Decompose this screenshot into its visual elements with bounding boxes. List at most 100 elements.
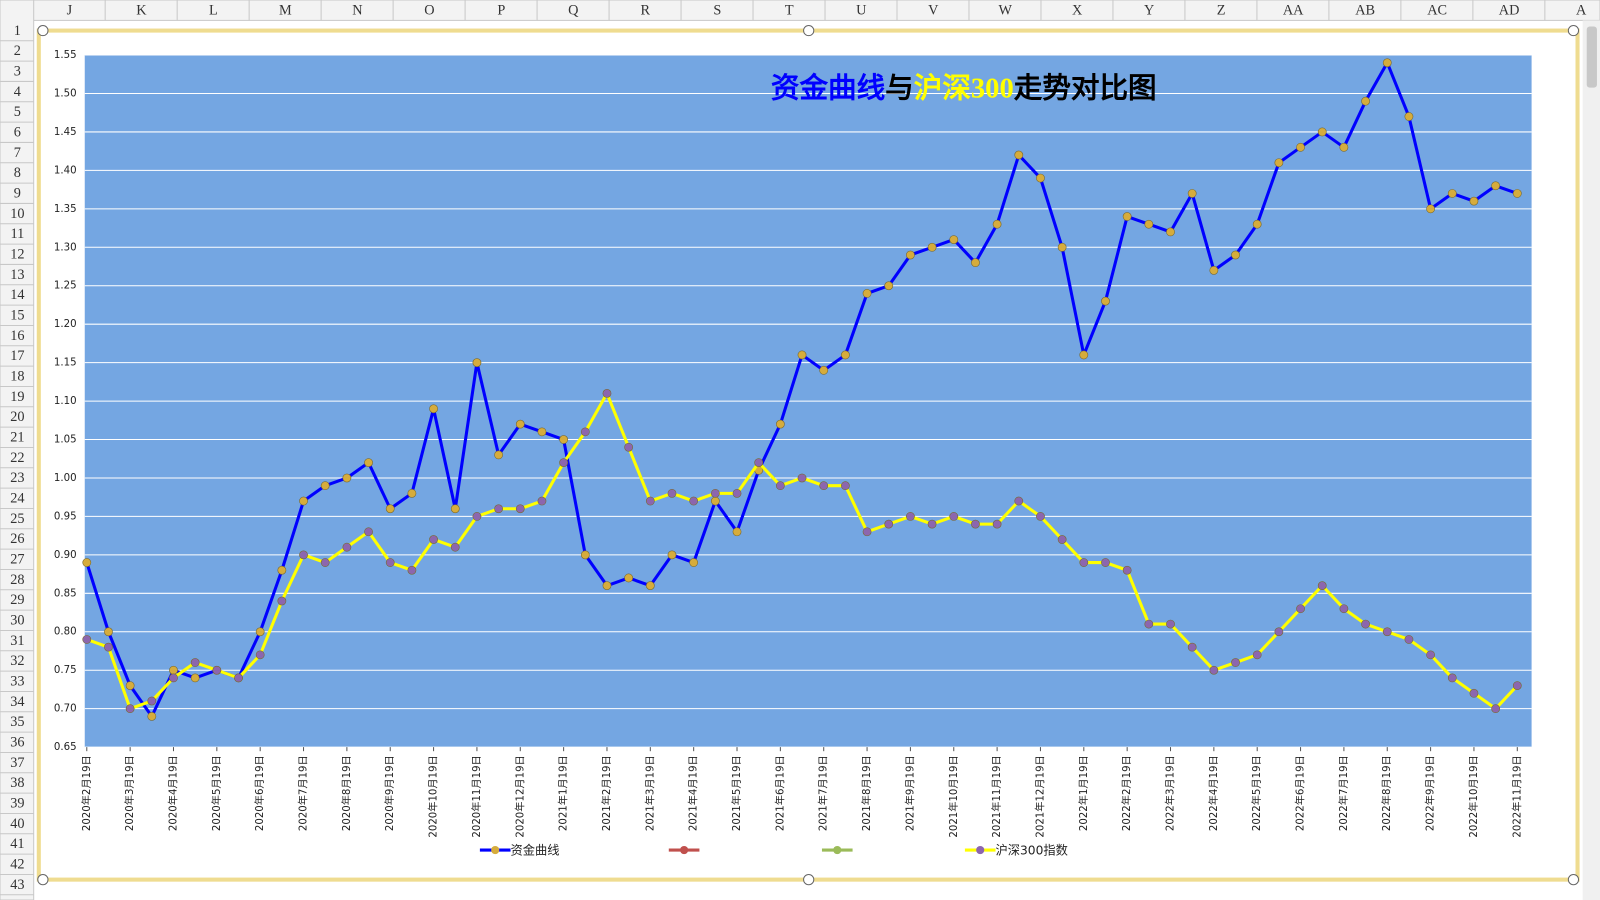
data-point [342, 542, 352, 552]
data-point [169, 673, 178, 683]
data-point [1274, 627, 1284, 637]
column-header: O [424, 3, 434, 19]
row-header: 33 [10, 674, 24, 690]
column-header: P [497, 3, 505, 19]
row-header: 18 [10, 369, 24, 385]
handle[interactable] [803, 24, 815, 37]
data-point [971, 258, 980, 268]
row-header: 43 [10, 877, 24, 893]
data-point [277, 596, 287, 606]
data-point [385, 558, 395, 567]
row-header: 1 [14, 23, 21, 39]
data-point [689, 558, 699, 567]
data-point [1296, 604, 1305, 614]
x-tick-label: 2020年2月19日 [80, 755, 93, 831]
row-header: 9 [14, 186, 21, 202]
data-point [992, 219, 1002, 229]
row-header: 11 [10, 226, 24, 242]
scrollbar[interactable] [1582, 20, 1600, 900]
data-point [537, 427, 547, 437]
y-tick-label: 0.95 [54, 511, 77, 522]
data-point [104, 642, 113, 652]
data-point [494, 504, 503, 514]
row-header: 27 [10, 552, 24, 568]
x-tick-label: 2021年4月19日 [687, 755, 700, 831]
handle[interactable] [37, 874, 49, 886]
legend-blank-entry [668, 845, 700, 855]
column-header: J [67, 3, 73, 19]
x-tick-label: 2020年11月19日 [470, 755, 483, 837]
row-header: 37 [10, 755, 24, 771]
row-header: 3 [14, 64, 21, 80]
data-point [1187, 642, 1197, 652]
data-point [320, 558, 330, 567]
data-point [775, 419, 785, 429]
column-header: N [352, 3, 362, 19]
data-point [1339, 604, 1349, 614]
row-header: 42 [10, 857, 24, 873]
x-tick-label: 2021年6月19日 [773, 755, 786, 831]
x-tick-label: 2022年2月19日 [1120, 755, 1133, 831]
title-part: 走势对比图 [1014, 72, 1157, 104]
data-point [906, 512, 915, 521]
column-header: AA [1283, 3, 1304, 19]
data-point [1187, 189, 1197, 198]
data-point [1166, 227, 1175, 237]
legend-entry: 资金曲线 [479, 843, 560, 858]
x-tick-label: 2021年10月19日 [947, 755, 960, 837]
data-point [1447, 189, 1457, 198]
data-point [862, 289, 872, 298]
data-point [1122, 565, 1132, 575]
column-header: Q [568, 3, 579, 19]
data-point [732, 488, 742, 498]
scroll-thumb[interactable] [1586, 26, 1597, 88]
data-point [1361, 96, 1370, 106]
data-point [147, 696, 157, 706]
data-point [82, 635, 92, 644]
data-point [1491, 704, 1501, 714]
data-point [1166, 619, 1175, 629]
data-point [255, 627, 265, 637]
x-tick-label: 2021年3月19日 [643, 755, 656, 831]
y-tick-label: 1.05 [54, 435, 77, 446]
handle[interactable] [37, 24, 49, 37]
handle[interactable] [1567, 874, 1580, 886]
data-point [732, 527, 742, 537]
data-point [1296, 142, 1305, 152]
row-header: 21 [10, 430, 24, 446]
x-tick-label: 2020年6月19日 [253, 755, 266, 831]
data-point [125, 704, 135, 714]
plot [82, 58, 1522, 721]
row-header: 5 [14, 104, 21, 120]
x-tick-label: 2022年10月19日 [1467, 755, 1480, 837]
handle[interactable] [1567, 24, 1580, 37]
data-point [1101, 296, 1110, 306]
data-point [884, 519, 894, 529]
row-header: 4 [14, 84, 21, 100]
data-point [775, 481, 785, 491]
data-point [710, 496, 720, 506]
data-point [429, 535, 438, 544]
data-point [407, 565, 417, 575]
row-header: 38 [10, 775, 24, 791]
column-header: AB [1355, 3, 1375, 19]
row-header: 16 [10, 328, 24, 344]
row-header: 24 [10, 491, 24, 507]
y-tick-label: 0.85 [54, 588, 77, 599]
row-header: 13 [10, 267, 24, 283]
data-point [862, 527, 872, 537]
x-tick-label: 2020年12月19日 [513, 755, 526, 837]
handle[interactable] [803, 874, 815, 886]
legend-marker [976, 845, 985, 855]
data-point [754, 458, 764, 467]
legend-label: 沪深300指数 [996, 843, 1068, 858]
column-header: S [713, 3, 721, 19]
x-tick-label: 2022年1月19日 [1077, 755, 1090, 831]
data-point [299, 496, 308, 506]
x-tick-label: 2022年7月19日 [1337, 755, 1350, 831]
column-header: R [641, 3, 651, 19]
x-tick-label: 2022年3月19日 [1163, 755, 1176, 831]
data-point [1231, 250, 1240, 260]
row-header: 15 [10, 308, 24, 324]
